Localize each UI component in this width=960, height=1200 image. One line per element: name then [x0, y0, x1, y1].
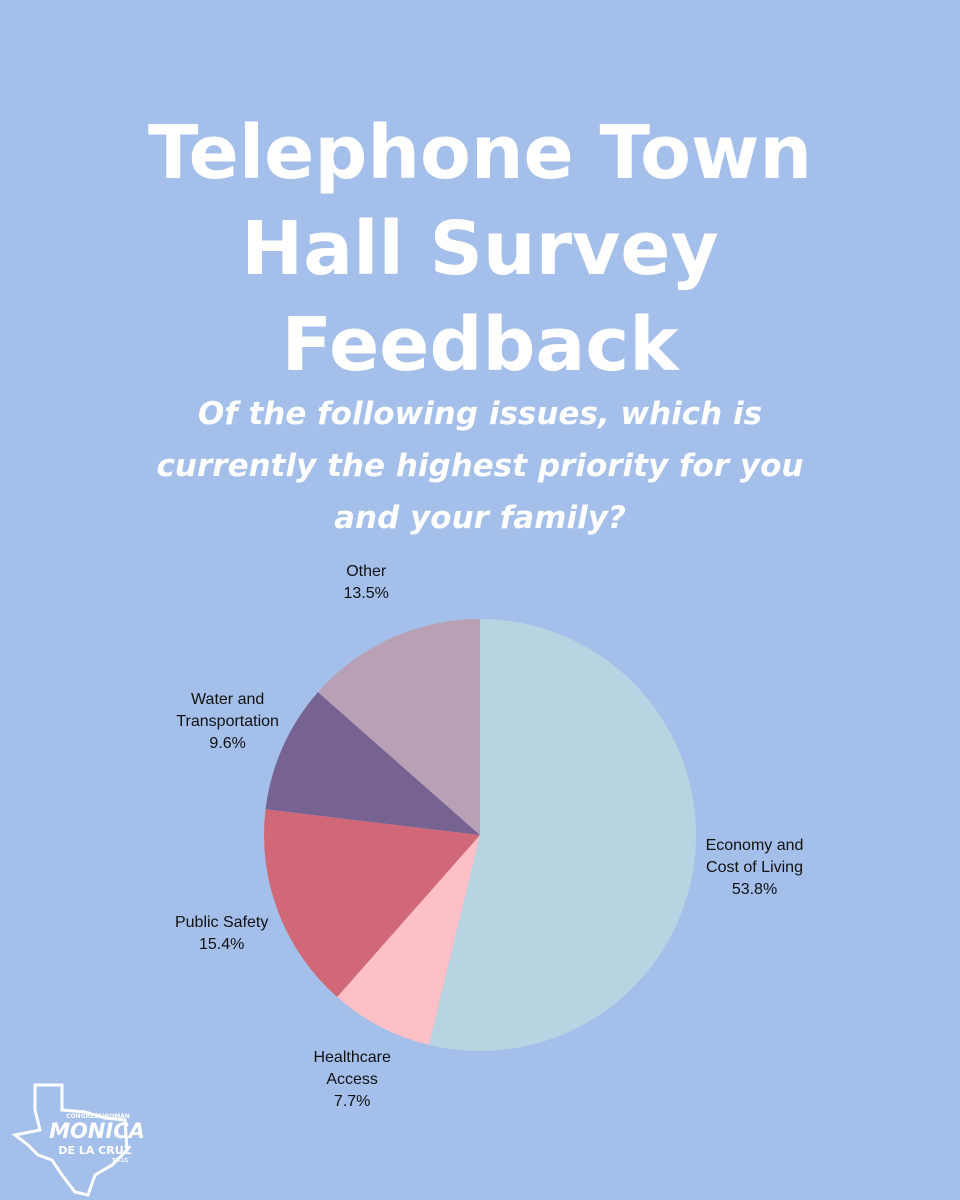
slice-label: Water and Transportation 9.6% [138, 689, 318, 755]
slice-label: Public Safety 15.4% [132, 912, 312, 956]
slice-value: 13.5% [343, 585, 389, 602]
chart-subtitle: Of the following issues, which is curren… [156, 396, 804, 536]
slice-name: Healthcare Access [313, 1049, 391, 1089]
slice-value: 9.6% [209, 735, 246, 753]
slice-value: 15.4% [198, 935, 245, 953]
slice-value: 7.7% [333, 1093, 371, 1111]
slice-name: Other [346, 563, 387, 580]
pie-slice [317, 619, 480, 835]
logo-outline [11, 1083, 129, 1197]
slice-label: Economy and Cost of Living 53.8% [665, 835, 845, 901]
slice-label: Other 13.5% [276, 561, 456, 605]
pie-slice [337, 835, 480, 1045]
logo-district: TX-15 [112, 1158, 128, 1164]
pie-slice [428, 619, 697, 1051]
logo-name: MONICA [49, 1119, 145, 1143]
slice-label: Healthcare Access 7.7% [262, 1047, 442, 1113]
slice-name: Public Safety [174, 913, 269, 931]
slice-name: Water and Transportation [176, 691, 279, 731]
pie-slice [263, 809, 480, 998]
logo-top: CONGRESSWOMAN [66, 1113, 130, 1120]
slice-value: 53.8% [731, 880, 778, 898]
pie-slice [265, 692, 480, 835]
logo-surname: DE LA CRUZ [58, 1144, 132, 1157]
slice-name: Economy and Cost of Living [705, 836, 804, 876]
chart-title: Telephone Town Hall Survey Feedback [147, 110, 813, 388]
